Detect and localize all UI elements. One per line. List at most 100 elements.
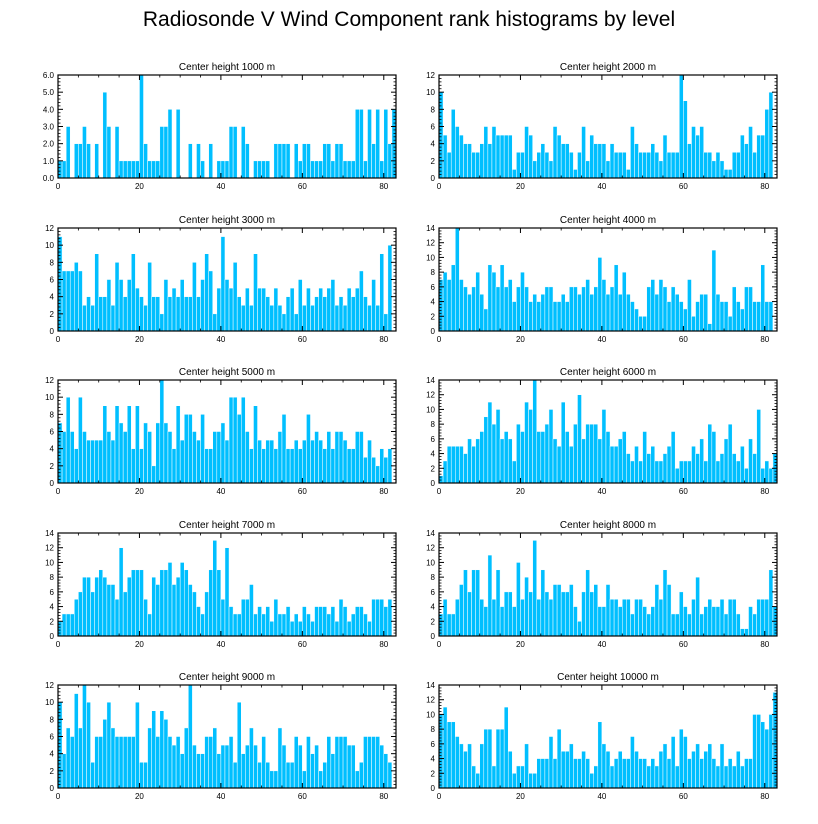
bar <box>650 606 656 637</box>
bar <box>334 736 340 789</box>
x-tick-label: 20 <box>135 182 144 191</box>
y-tick-label: 4 <box>431 450 436 459</box>
bar <box>314 296 319 332</box>
bar <box>102 576 108 637</box>
bar <box>446 721 452 789</box>
bar <box>736 750 741 789</box>
bar <box>679 728 684 789</box>
bar <box>744 758 749 789</box>
bar <box>131 253 136 332</box>
bar <box>760 721 766 789</box>
bar <box>151 710 156 789</box>
bar <box>609 765 615 789</box>
panel-title: Center height 3000 m <box>179 215 275 226</box>
bar <box>756 134 761 179</box>
bar <box>455 126 460 179</box>
y-tick-label: 0 <box>431 632 436 641</box>
y-tick-label: 2 <box>431 312 436 321</box>
bar <box>548 736 554 789</box>
bar <box>512 460 517 484</box>
bar <box>524 126 529 179</box>
bar <box>719 598 725 637</box>
bar <box>147 727 152 789</box>
bar <box>106 279 112 332</box>
bar <box>261 160 266 179</box>
x-tick-label: 0 <box>56 182 61 191</box>
bar <box>293 313 299 332</box>
bar <box>483 308 489 332</box>
bar <box>475 271 480 332</box>
y-tick-label: 6 <box>50 733 55 742</box>
bar <box>167 431 173 484</box>
bar <box>302 770 307 789</box>
panel-4: Center height 4000 m 0 2 4 6 8 10 12 14 0 20 40 60 80 <box>426 215 778 344</box>
bar <box>723 438 729 484</box>
bar <box>650 143 656 179</box>
bar <box>646 453 652 484</box>
bar <box>736 460 741 484</box>
bar <box>471 152 476 179</box>
bar <box>455 227 460 332</box>
bar <box>577 621 582 637</box>
x-tick-label: 0 <box>56 335 61 344</box>
bar <box>495 134 501 179</box>
bar <box>573 758 578 789</box>
bar <box>135 160 140 179</box>
bar <box>322 143 328 179</box>
bar <box>273 448 279 484</box>
y-tick-label: 4 <box>50 603 55 612</box>
bar <box>102 91 108 179</box>
bar <box>593 584 599 637</box>
bar <box>507 750 513 789</box>
bar <box>90 762 95 789</box>
bar <box>371 736 376 789</box>
bar <box>139 762 144 789</box>
bar <box>245 431 250 484</box>
bar <box>727 598 733 637</box>
bar <box>346 621 352 637</box>
bar <box>147 160 152 179</box>
panel-9: Center height 9000 m 0 2 4 6 8 10 12 0 20 40 60 80 <box>45 672 397 801</box>
bar <box>143 762 148 789</box>
bar <box>371 143 376 179</box>
bar <box>622 598 627 637</box>
main-title: Radiosonde V Wind Component rank histogr… <box>142 8 676 31</box>
bar <box>674 293 680 332</box>
bar <box>487 143 493 179</box>
bar <box>65 613 71 637</box>
y-tick-label: 5.0 <box>43 88 55 97</box>
bar <box>536 758 542 789</box>
bar <box>196 753 201 789</box>
bar <box>687 143 692 179</box>
bar <box>483 606 489 637</box>
bar <box>768 569 774 637</box>
y-tick-label: 6.0 <box>43 71 55 80</box>
bar <box>569 445 574 484</box>
y-tick-label: 8 <box>50 573 55 582</box>
bar <box>613 152 619 179</box>
bar <box>379 448 385 484</box>
bar <box>520 598 525 637</box>
bar <box>106 431 112 484</box>
bar <box>760 468 766 484</box>
bar <box>450 613 456 637</box>
bar <box>626 169 631 179</box>
bar <box>261 448 266 484</box>
bar <box>192 262 197 332</box>
panel-title: Center height 7000 m <box>179 520 275 531</box>
bar <box>711 249 717 332</box>
bar <box>363 736 368 789</box>
bar <box>86 439 91 484</box>
bar <box>289 762 295 789</box>
bar <box>491 598 497 637</box>
bar <box>601 279 607 332</box>
y-tick-label: 8 <box>431 105 436 114</box>
bar <box>175 576 181 637</box>
bar <box>98 439 104 484</box>
x-tick-label: 40 <box>597 487 606 496</box>
bar <box>450 445 456 484</box>
bar <box>679 301 684 332</box>
y-tick-label: 4 <box>50 750 55 759</box>
y-tick-label: 14 <box>426 529 435 538</box>
bar <box>703 606 709 637</box>
